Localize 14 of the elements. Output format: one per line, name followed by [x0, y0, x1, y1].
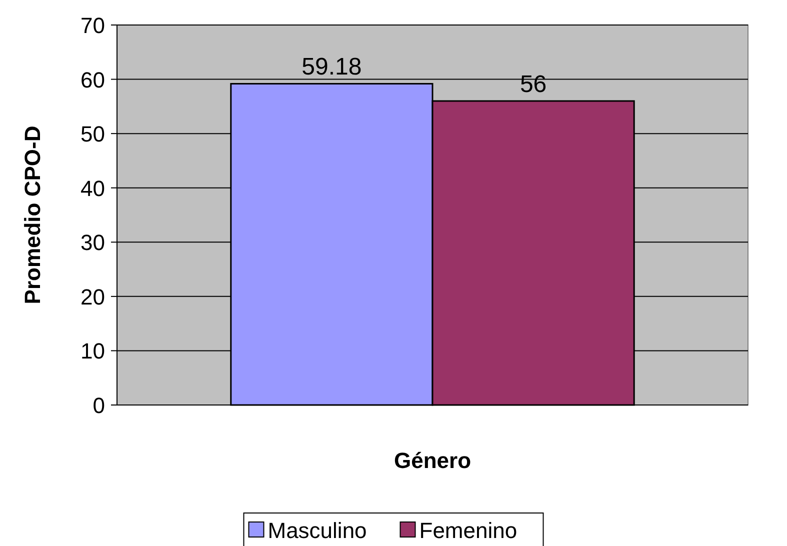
legend-label: Femenino [419, 518, 518, 543]
y-tick-label: 20 [80, 284, 105, 310]
y-tick-label: 50 [80, 122, 105, 147]
x-axis-title: Género [394, 448, 472, 473]
y-tick-label: 60 [80, 67, 105, 92]
y-tick-label: 0 [92, 393, 105, 418]
y-tick-label: 70 [80, 13, 105, 38]
y-tick-label: 10 [80, 338, 105, 364]
y-tick-label: 40 [80, 176, 105, 201]
data-label: 59.18 [302, 54, 362, 81]
y-tick-label: 30 [80, 230, 105, 256]
y-axis-title: Promedio CPO-D [20, 126, 45, 304]
data-label: 56 [520, 71, 547, 98]
legend-label: Masculino [268, 518, 367, 543]
